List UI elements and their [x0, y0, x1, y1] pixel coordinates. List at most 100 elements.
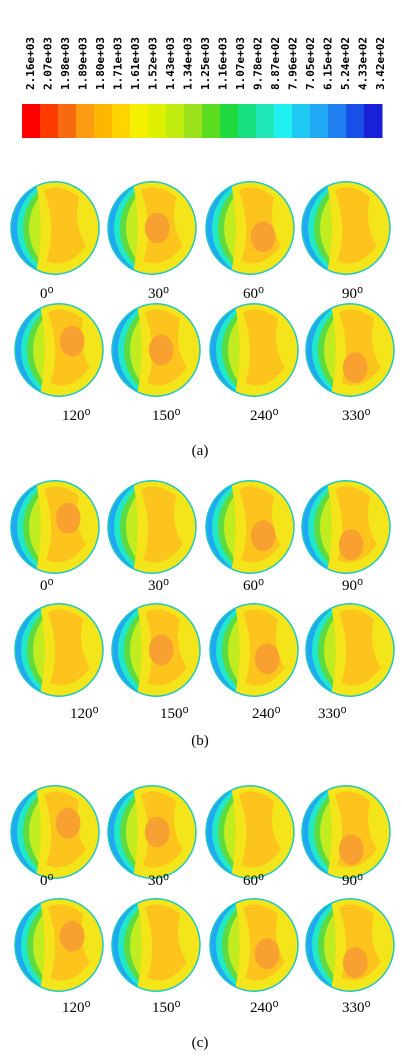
contour-plot: [302, 480, 390, 574]
contour-plot: [15, 898, 103, 992]
contour-plot: [15, 603, 103, 697]
contour-plot: [11, 480, 99, 574]
contour-plot: [306, 603, 394, 697]
contour: [254, 643, 280, 675]
contour-plot: [108, 181, 196, 275]
contour-plot: [108, 480, 196, 574]
contour-outline: [209, 898, 299, 992]
angle-label: 60⁰: [243, 873, 264, 889]
contour-outline: [14, 603, 104, 697]
contour: [335, 187, 377, 264]
contour-outline: [301, 181, 391, 275]
contour-outline: [107, 480, 197, 574]
contour: [338, 834, 364, 865]
colorbar-label: 7.05e+02: [304, 37, 317, 90]
contour-outline: [14, 303, 104, 397]
colorbar-label: 5.24e+02: [339, 37, 352, 90]
angle-label: 240⁰: [252, 706, 281, 722]
colorbar-swatch: [76, 104, 95, 138]
contour-outline: [107, 785, 197, 879]
contour: [239, 791, 281, 868]
contour-outline: [14, 898, 104, 992]
contour-plot: [206, 480, 294, 574]
contour-plot: [206, 785, 294, 879]
colorbar-label: 1.80e+03: [94, 37, 107, 90]
contour-plot: [112, 303, 200, 397]
colorbar-label: 2.16e+03: [24, 37, 37, 90]
contour: [342, 947, 368, 978]
colorbar-swatch: [256, 104, 275, 138]
colorbar-swatch: [364, 104, 383, 138]
contour-outline: [209, 603, 299, 697]
contour-plot: [112, 603, 200, 697]
contour-plot: [11, 181, 99, 275]
angle-label: 30⁰: [148, 286, 169, 302]
contour-outline: [305, 898, 395, 992]
contour: [44, 187, 86, 264]
angle-label: 90⁰: [342, 286, 363, 302]
angle-label: 330⁰: [318, 706, 347, 722]
colorbar-label: 1.16e+03: [217, 37, 230, 90]
contour: [144, 212, 170, 244]
contour: [250, 221, 276, 253]
colorbar-swatch: [112, 104, 131, 138]
colorbar-swatch: [148, 104, 167, 138]
colorbar-label: 8.87e+02: [269, 37, 282, 90]
contour: [250, 520, 276, 552]
angle-label: 30⁰: [148, 578, 169, 594]
contour-outline: [10, 785, 100, 879]
colorbar-label: 1.25e+03: [199, 37, 212, 90]
angle-label: 240⁰: [250, 408, 279, 424]
colorbar-label: 1.98e+03: [59, 37, 72, 90]
contour-outline: [10, 181, 100, 275]
contour-outline: [209, 303, 299, 397]
angle-label: 30⁰: [148, 873, 169, 889]
colorbar-swatch: [310, 104, 329, 138]
colorbar-label: 2.07e+03: [42, 37, 55, 90]
contour-plot: [210, 303, 298, 397]
angle-label: 120⁰: [70, 706, 99, 722]
colorbar-swatch: [220, 104, 239, 138]
contour: [59, 920, 85, 952]
angle-label: 120⁰: [62, 408, 91, 424]
colorbar-swatch: [274, 104, 293, 138]
contour: [148, 334, 174, 366]
angle-label: 120⁰: [62, 1000, 91, 1016]
contour-outline: [111, 898, 201, 992]
contour-plot: [112, 898, 200, 992]
contour: [339, 609, 381, 686]
panel-label: (a): [192, 443, 209, 459]
colorbar-swatch: [346, 104, 365, 138]
colorbar-swatch: [58, 104, 77, 138]
colorbar-swatch: [166, 104, 185, 138]
colorbar-label: 9.78e+02: [252, 37, 265, 90]
contour: [144, 816, 170, 848]
contour: [338, 529, 364, 560]
contour-outline: [301, 785, 391, 879]
angle-label: 0⁰: [40, 286, 54, 302]
contour-outline: [111, 603, 201, 697]
colorbar-label: 1.71e+03: [112, 37, 125, 90]
colorbar-label: 6.15e+02: [322, 37, 335, 90]
colorbar-label: 1.43e+03: [164, 37, 177, 90]
angle-label: 240⁰: [250, 1000, 279, 1016]
panel-label: (c): [192, 1035, 209, 1051]
contour-outline: [305, 603, 395, 697]
angle-label: 150⁰: [152, 1000, 181, 1016]
contour-outline: [301, 480, 391, 574]
colorbar-label: 4.33e+02: [357, 37, 370, 90]
contour-plot: [210, 603, 298, 697]
colorbar-swatch: [22, 104, 41, 138]
contour: [254, 938, 280, 970]
contour-outline: [205, 480, 295, 574]
colorbar-swatch: [130, 104, 149, 138]
contour-plot: [206, 181, 294, 275]
colorbar-label: 1.89e+03: [77, 37, 90, 90]
colorbar-label: 1.34e+03: [182, 37, 195, 90]
colorbar-label: 1.07e+03: [234, 37, 247, 90]
contour-outline: [107, 181, 197, 275]
angle-label: 60⁰: [243, 578, 264, 594]
contour: [55, 502, 81, 534]
contour: [342, 352, 368, 383]
